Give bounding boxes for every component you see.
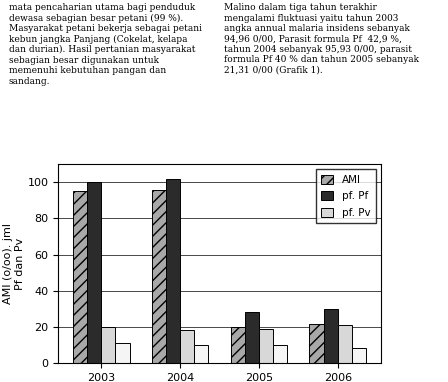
Bar [338,325,352,363]
Legend: AMI, pf. Pf, pf. Pv: AMI, pf. Pf, pf. Pv [316,170,375,223]
Bar [87,182,101,363]
Bar [152,190,166,363]
Bar [166,179,180,363]
Bar [194,345,208,363]
Bar [323,309,338,363]
Bar [73,191,87,363]
Bar [231,327,245,363]
Text: Malino dalam tiga tahun terakhir
mengalami fluktuasi yaitu tahun 2003
angka annu: Malino dalam tiga tahun terakhir mengala… [224,3,419,75]
Bar [245,312,259,363]
Bar [101,327,116,363]
Bar [273,345,287,363]
Text: mata pencaharian utama bagi penduduk
dewasa sebagian besar petani (99 %).
Masyar: mata pencaharian utama bagi penduduk dew… [9,3,202,86]
Bar [352,348,366,363]
Bar [259,329,273,363]
Bar [180,330,194,363]
Bar [116,343,129,363]
Bar [310,324,323,363]
Y-axis label: AMI (o/oo). jml
Pf dan Pv: AMI (o/oo). jml Pf dan Pv [3,223,25,304]
